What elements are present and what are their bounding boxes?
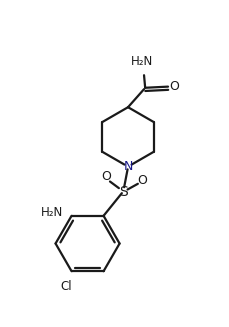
Text: O: O (137, 174, 147, 187)
Text: H₂N: H₂N (41, 206, 63, 219)
Text: H₂N: H₂N (130, 55, 152, 68)
Text: O: O (101, 170, 110, 183)
Text: O: O (168, 80, 178, 93)
Text: N: N (123, 160, 132, 173)
Text: Cl: Cl (60, 280, 71, 293)
Text: S: S (118, 185, 127, 199)
